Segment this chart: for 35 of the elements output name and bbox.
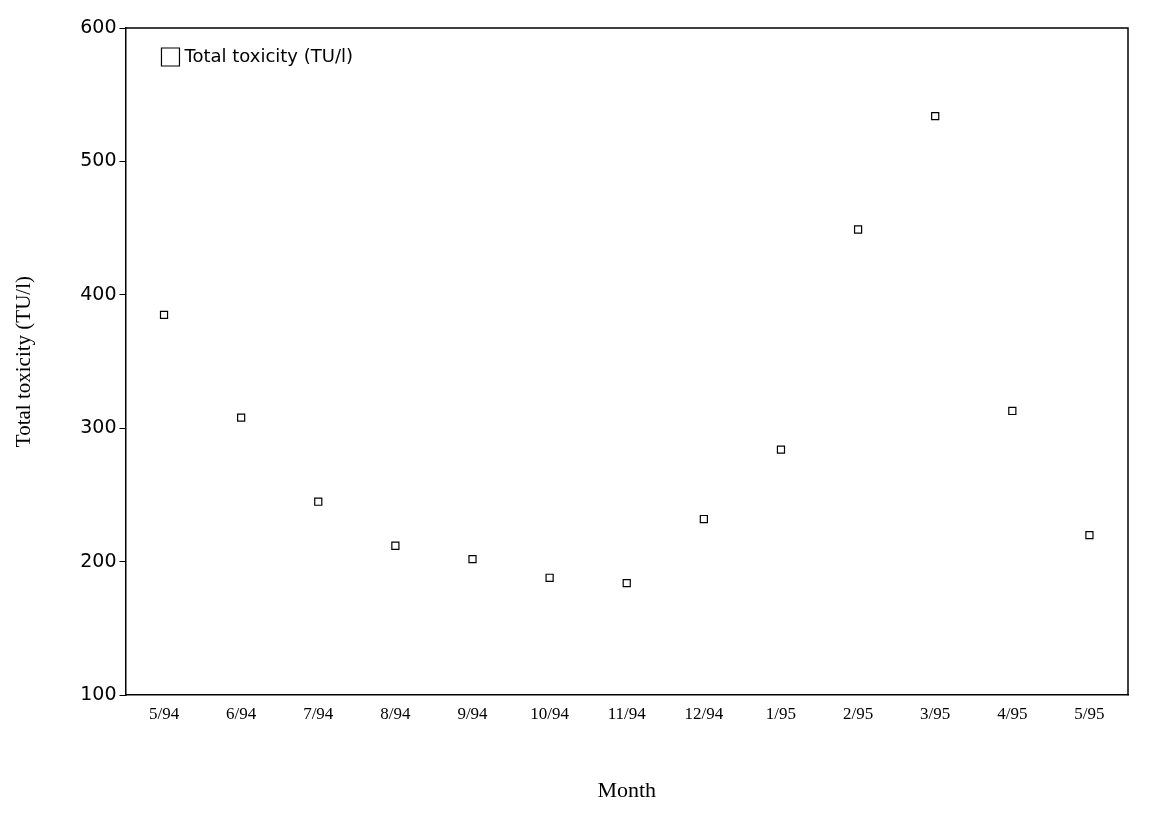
x-tick-label: 1/95	[765, 703, 797, 723]
point	[1008, 406, 1017, 416]
x-tick-label: 9/94	[457, 703, 489, 723]
point	[545, 573, 554, 582]
x-tick-label: 7/94	[303, 703, 334, 723]
y-tick-label: 300	[80, 415, 117, 438]
x-tick-label: 5/95	[1074, 703, 1105, 723]
point	[237, 413, 246, 422]
y-tick-label: 100	[80, 682, 117, 705]
legend-label: Total toxicity (TU/l)	[183, 44, 354, 66]
point	[468, 554, 477, 564]
x-tick-label: 3/95	[920, 703, 951, 723]
x-tick-label: 4/95	[997, 703, 1028, 723]
point	[314, 497, 323, 506]
y-tick-label: 500	[80, 148, 117, 171]
point	[853, 225, 863, 234]
point	[931, 111, 940, 121]
point	[159, 310, 169, 320]
x-tick-label: 6/94	[226, 703, 257, 723]
y-tick-label: 400	[80, 281, 117, 304]
x-tick-label: 5/94	[148, 703, 180, 723]
point	[622, 578, 631, 588]
x-tick-label: 8/94	[380, 703, 411, 723]
y-tick-label: 600	[80, 14, 117, 37]
point	[699, 514, 708, 524]
y-tick-label: 200	[80, 548, 117, 571]
x-tick-label: 2/95	[842, 703, 874, 723]
x-axis-title: Month	[597, 776, 657, 802]
x-tick-label: 12/94	[684, 703, 724, 723]
y-axis-title: Total toxicity (TU/l)	[11, 276, 36, 448]
x-tick-label: 10/94	[530, 703, 570, 723]
x-tick-label: 11/94	[607, 703, 647, 723]
point	[1085, 530, 1094, 540]
point	[391, 541, 400, 550]
point	[776, 445, 786, 454]
